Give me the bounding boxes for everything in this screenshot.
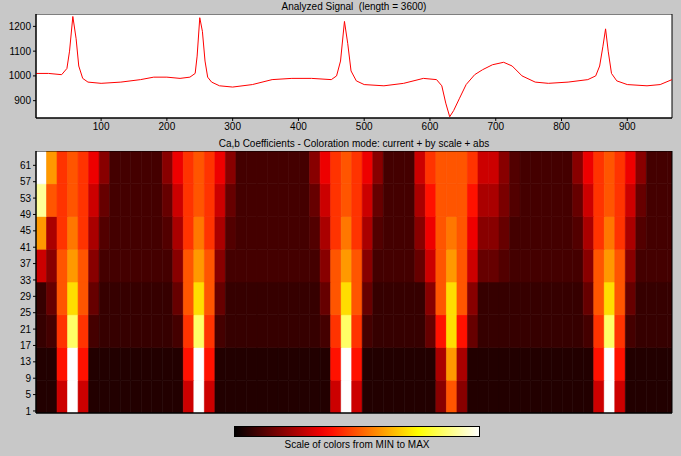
svg-text:37: 37: [20, 258, 32, 269]
svg-text:21: 21: [20, 324, 32, 335]
svg-text:29: 29: [20, 291, 32, 302]
svg-text:1: 1: [25, 406, 31, 417]
svg-text:5: 5: [25, 389, 31, 400]
svg-text:1200: 1200: [9, 21, 32, 32]
svg-text:9: 9: [25, 373, 31, 384]
svg-text:900: 900: [14, 95, 31, 106]
svg-text:1100: 1100: [9, 46, 31, 57]
html-text:Ca,b Coefficients - Coloration: Ca,b Coefficients - Coloration mode: cur…: [218, 138, 490, 149]
svg-text:200: 200: [159, 121, 176, 132]
svg-text:49: 49: [20, 209, 32, 220]
svg-text:100: 100: [93, 121, 110, 132]
svg-text:33: 33: [20, 275, 32, 286]
svg-text:25: 25: [20, 307, 32, 318]
html-text:Analyzed Signal (length = 3600: Analyzed Signal (length = 3600): [281, 1, 427, 12]
svg-text:400: 400: [290, 121, 307, 132]
svg-text:900: 900: [619, 121, 636, 132]
svg-text:61: 61: [20, 160, 32, 171]
svg-text:800: 800: [553, 121, 570, 132]
svg-text:17: 17: [20, 340, 32, 351]
svg-text:500: 500: [356, 121, 373, 132]
svg-text:57: 57: [20, 176, 32, 187]
svg-text:41: 41: [20, 242, 32, 253]
svg-text:600: 600: [422, 121, 439, 132]
svg-text:45: 45: [20, 225, 32, 236]
svg-text:53: 53: [20, 193, 32, 204]
svg-text:300: 300: [224, 121, 241, 132]
html-text:Scale of colors from MIN to MA: Scale of colors from MIN to MAX: [284, 439, 430, 450]
svg-text:700: 700: [487, 121, 504, 132]
svg-text:1000: 1000: [9, 70, 32, 81]
svg-text:13: 13: [20, 356, 32, 367]
